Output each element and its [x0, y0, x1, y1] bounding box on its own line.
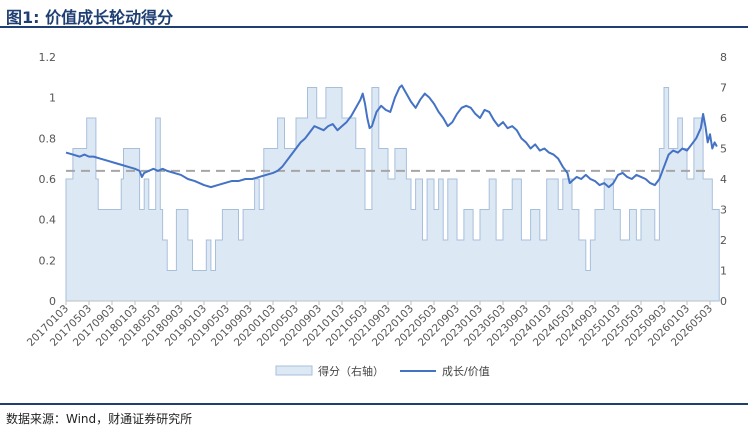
source-note: 数据来源：Wind，财通证券研究所: [6, 412, 193, 426]
chart-title: 图1: 价值成长轮动得分: [6, 8, 174, 27]
y-left-tick-label: 0.6: [39, 173, 57, 186]
y-right-tick-label: 5: [720, 143, 727, 156]
chart: 00.20.40.60.811.201234567820170103201705…: [25, 51, 727, 378]
y-left-tick-label: 1.2: [39, 51, 57, 64]
legend-label-score: 得分（右轴）: [318, 364, 384, 378]
legend: 得分（右轴） 成长/价值: [275, 364, 490, 378]
y-right-tick-label: 2: [720, 234, 727, 247]
legend-label-line: 成长/价值: [442, 365, 490, 378]
y-right-tick-label: 6: [720, 112, 727, 125]
y-right-tick-label: 7: [720, 82, 727, 95]
y-left-tick-label: 0.4: [39, 214, 57, 227]
y-right-tick-label: 0: [720, 295, 727, 308]
y-left-tick-label: 0.2: [39, 254, 57, 267]
y-left-tick-label: 1: [49, 92, 56, 105]
score-area: [65, 87, 720, 302]
legend-swatch-score: [275, 365, 313, 376]
y-right-tick-label: 1: [720, 265, 727, 278]
y-left-tick-label: 0.8: [39, 132, 57, 145]
y-right-tick-label: 8: [720, 51, 727, 64]
footer-rule: [0, 403, 748, 405]
area-layer: [65, 87, 720, 302]
title-rule: [0, 26, 748, 28]
growth-value-line: [65, 84, 718, 189]
y-right-tick-label: 4: [720, 173, 727, 186]
y-right-tick-label: 3: [720, 204, 727, 217]
y-left-tick-label: 0: [49, 295, 56, 308]
line-layer: [65, 84, 718, 189]
